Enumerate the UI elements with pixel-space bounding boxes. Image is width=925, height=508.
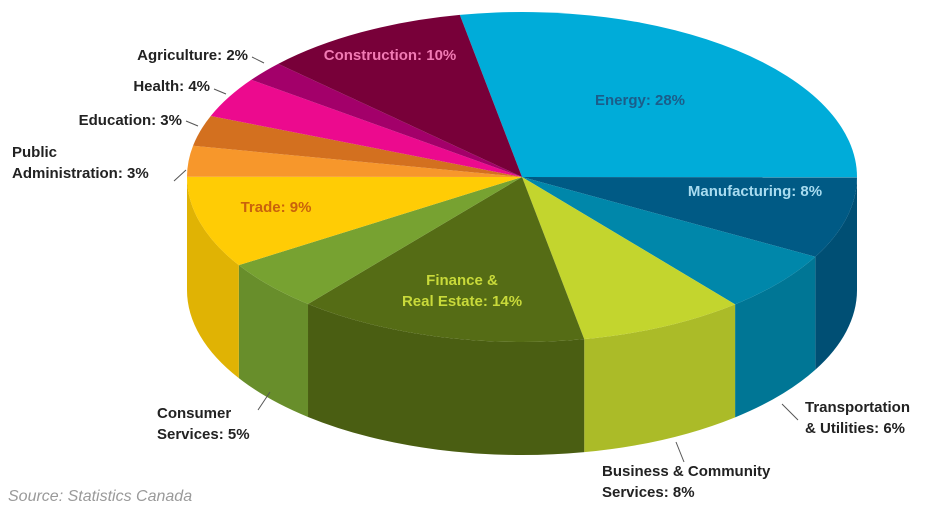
slice — [522, 177, 857, 257]
slice — [522, 177, 816, 305]
slice — [193, 115, 523, 177]
slice — [278, 14, 522, 178]
slice-label: Consumer Services: 5% — [157, 405, 250, 443]
slice-label: Construction: 10% — [324, 47, 457, 64]
slice-label: Business & Community Services: 8% — [602, 463, 771, 501]
slice — [251, 63, 522, 178]
slice-side — [584, 304, 736, 453]
slice — [308, 177, 585, 342]
slice-label-line: Health: 4% — [133, 78, 210, 95]
slice — [522, 177, 736, 340]
slice-label: Manufacturing: 8% — [688, 183, 822, 200]
slice-side-shade — [815, 177, 857, 370]
slice-label-line: Finance & — [426, 272, 498, 289]
slice-label-line: Energy: 28% — [595, 92, 685, 109]
slice-label: Finance & Real Estate: 14% — [402, 272, 522, 310]
slice-label-line: Education: 3% — [79, 112, 182, 129]
leader-line — [781, 403, 799, 421]
slice-side — [735, 256, 816, 418]
slice-label-line: Agriculture: 2% — [137, 47, 248, 64]
slice-side-shade — [735, 256, 816, 418]
slice-label: Agriculture: 2% — [137, 47, 248, 64]
slice-label-line: Transportation — [805, 399, 910, 416]
slice — [459, 12, 858, 178]
leader-line — [213, 88, 227, 95]
slice-side — [308, 303, 585, 455]
slice-label-line: Construction: 10% — [324, 47, 457, 64]
slice-side-shade — [584, 304, 736, 453]
slice-label-line: Services: 8% — [602, 484, 695, 501]
slice-label-line: Trade: 9% — [241, 199, 312, 216]
slice-label-line: Consumer — [157, 405, 231, 422]
slice-label: Public Administration: 3% — [12, 144, 149, 182]
slice-label-line: Administration: 3% — [12, 165, 149, 182]
slice-side — [238, 265, 309, 417]
source-note: Source: Statistics Canada — [8, 488, 192, 505]
leader-line — [675, 441, 685, 463]
slice-label-line: Manufacturing: 8% — [688, 183, 822, 200]
leader-line — [173, 169, 187, 182]
slice-label: Trade: 9% — [241, 199, 312, 216]
slice-label-line: Public — [12, 144, 57, 161]
slice-label-line: Business & Community — [602, 463, 771, 480]
slice — [187, 145, 522, 177]
slice-label: Transportation & Utilities: 6% — [805, 399, 910, 437]
slice — [186, 176, 522, 266]
slice-label-line: & Utilities: 6% — [805, 420, 905, 437]
slice — [238, 177, 522, 304]
slice-side-shade — [308, 303, 585, 455]
leader-line — [185, 120, 199, 127]
slice-side-shade — [238, 265, 309, 417]
slice-label-line: Real Estate: 14% — [402, 293, 522, 310]
slice-side — [187, 177, 239, 379]
leader-line — [257, 391, 271, 411]
slice — [210, 79, 523, 177]
slice-side — [815, 177, 857, 370]
slice-label-line: Services: 5% — [157, 426, 250, 443]
slice-label: Health: 4% — [133, 78, 210, 95]
slice-side-shade — [187, 177, 239, 379]
leader-line — [251, 56, 265, 64]
slice-label: Education: 3% — [79, 112, 182, 129]
slice-label: Energy: 28% — [595, 92, 685, 109]
